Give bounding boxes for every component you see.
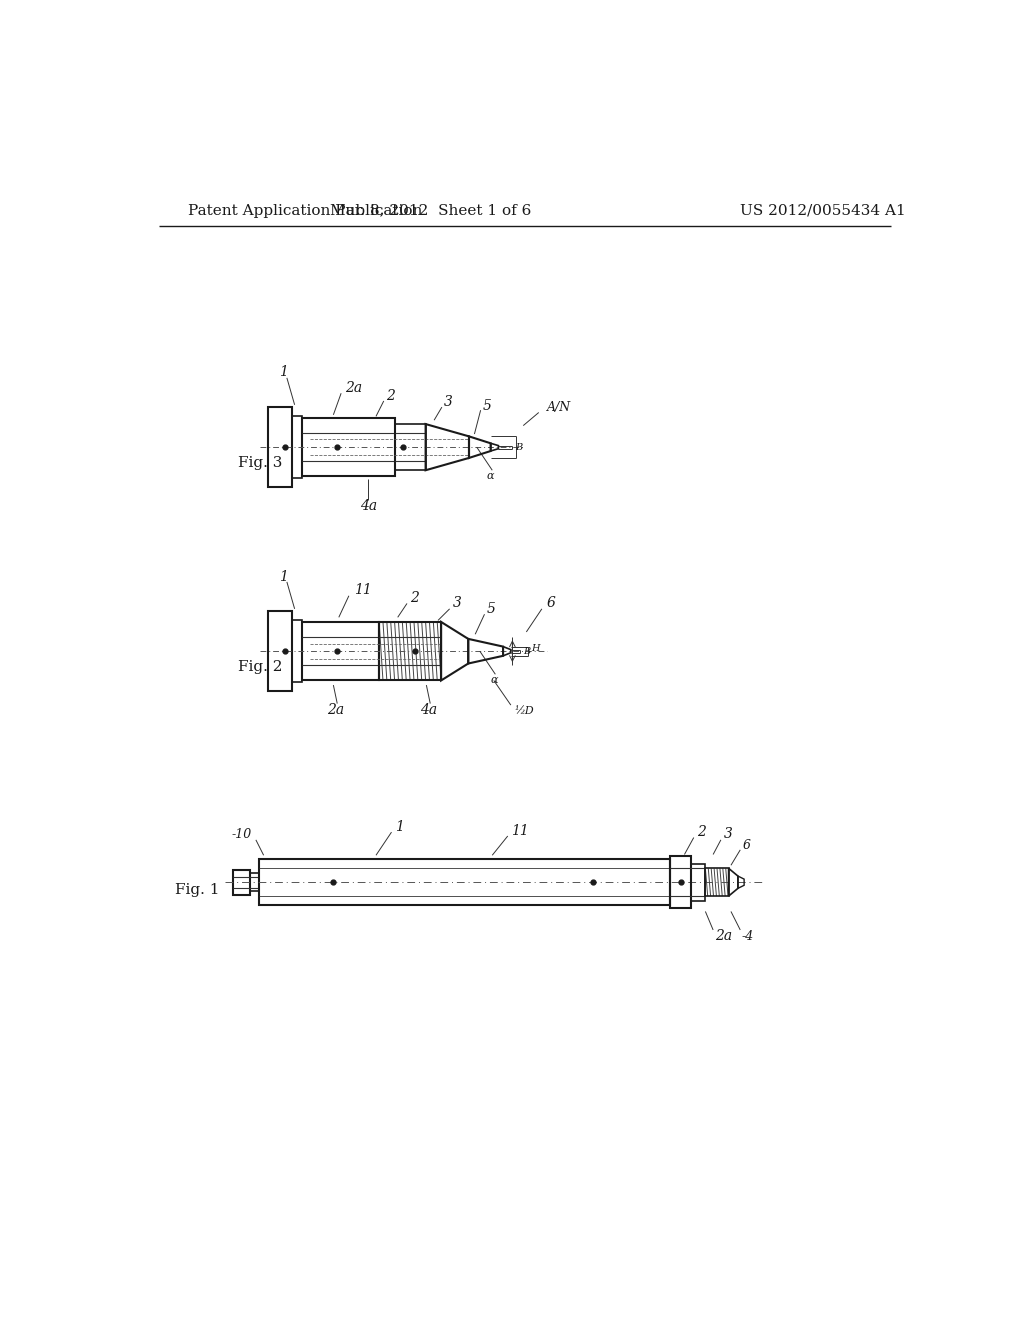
Text: Fig. 1: Fig. 1 bbox=[175, 883, 219, 896]
Bar bbox=[670, 855, 691, 908]
Text: 2: 2 bbox=[410, 591, 419, 605]
Bar bbox=[267, 407, 292, 487]
Text: 1: 1 bbox=[279, 569, 288, 583]
Text: 3: 3 bbox=[453, 597, 462, 610]
Text: B: B bbox=[523, 647, 530, 656]
Text: -4: -4 bbox=[741, 929, 754, 942]
Text: 1: 1 bbox=[394, 820, 403, 834]
Text: H: H bbox=[531, 644, 540, 652]
Text: 11: 11 bbox=[354, 583, 372, 598]
Text: 4a: 4a bbox=[359, 499, 377, 512]
Text: Fig. 3: Fig. 3 bbox=[238, 455, 283, 470]
Bar bbox=[292, 416, 302, 478]
Text: 6: 6 bbox=[547, 597, 555, 610]
Text: 6: 6 bbox=[742, 838, 751, 851]
Text: 2a: 2a bbox=[345, 381, 362, 395]
Text: B: B bbox=[515, 442, 522, 451]
Text: A/N: A/N bbox=[547, 400, 570, 413]
Text: Mar. 8, 2012  Sheet 1 of 6: Mar. 8, 2012 Sheet 1 of 6 bbox=[330, 203, 530, 218]
Text: Patent Application Publication: Patent Application Publication bbox=[188, 203, 423, 218]
Text: 2a: 2a bbox=[327, 702, 344, 717]
Bar bbox=[250, 873, 259, 891]
Bar bbox=[379, 622, 441, 681]
Bar bbox=[259, 859, 670, 906]
Text: α: α bbox=[487, 471, 495, 482]
Text: Fig. 2: Fig. 2 bbox=[238, 660, 283, 673]
Text: US 2012/0055434 A1: US 2012/0055434 A1 bbox=[740, 203, 906, 218]
Bar bbox=[706, 869, 729, 896]
Text: 3: 3 bbox=[724, 828, 733, 841]
Text: 5: 5 bbox=[486, 602, 496, 616]
Text: α: α bbox=[490, 676, 498, 685]
Bar bbox=[267, 611, 292, 692]
Text: 2a: 2a bbox=[715, 929, 732, 942]
Text: 5: 5 bbox=[483, 399, 492, 413]
Text: 1: 1 bbox=[279, 366, 288, 379]
Text: 2: 2 bbox=[386, 388, 395, 403]
Bar bbox=[302, 418, 394, 477]
Text: ½D: ½D bbox=[515, 706, 535, 717]
Bar bbox=[292, 620, 302, 682]
Bar bbox=[232, 870, 250, 895]
Text: 3: 3 bbox=[444, 396, 453, 409]
Text: 4a: 4a bbox=[420, 702, 437, 717]
Text: 11: 11 bbox=[511, 824, 528, 838]
Text: -10: -10 bbox=[231, 828, 252, 841]
Bar bbox=[302, 622, 379, 681]
Text: 2: 2 bbox=[697, 825, 706, 840]
Bar bbox=[394, 424, 426, 470]
Bar bbox=[691, 863, 706, 900]
